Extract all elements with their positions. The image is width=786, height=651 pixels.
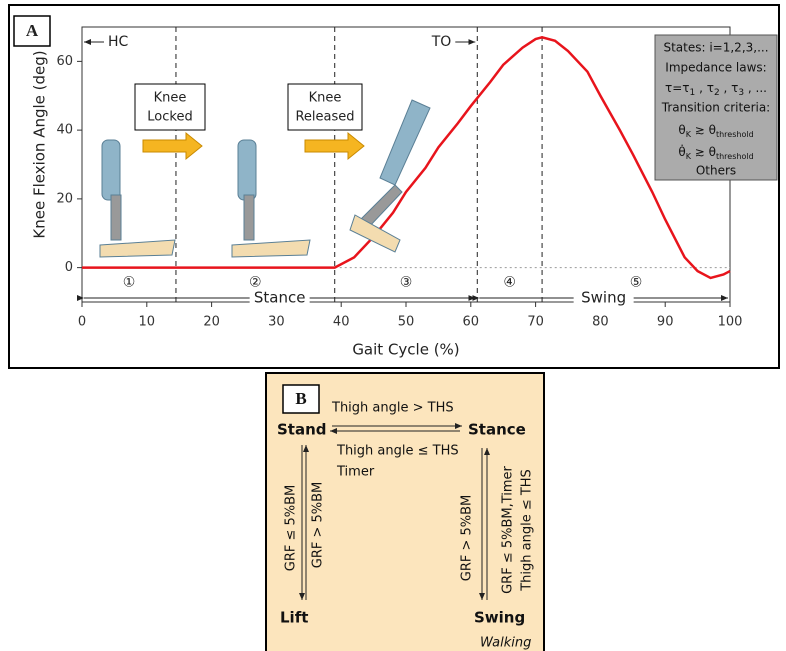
annotation-text: Locked xyxy=(147,110,192,125)
x-tick-label: 70 xyxy=(527,315,544,330)
info-text: , ... xyxy=(744,81,767,95)
panel-label-box xyxy=(13,15,51,47)
info-text: τ=τ xyxy=(665,81,690,95)
period-label-bg xyxy=(573,289,634,307)
annotation: Knee Locked Knee Released xyxy=(134,83,365,161)
data-line xyxy=(82,36,731,280)
panel-label: B xyxy=(295,389,306,408)
period-label-bg xyxy=(249,289,310,307)
state: Stance xyxy=(468,421,526,439)
annotation-text: Knee xyxy=(154,91,187,106)
x-tick-label: 50 xyxy=(398,315,415,330)
phase-number: ① xyxy=(123,275,136,291)
transition-label: GRF > 5%BM xyxy=(460,495,475,582)
y-tick-label: 40 xyxy=(56,123,73,138)
info-sub: K xyxy=(686,152,692,161)
x-tick-label: 40 xyxy=(333,315,350,330)
info-sub: threshold xyxy=(716,152,754,161)
info-text: , τ xyxy=(720,81,739,95)
state: Lift xyxy=(280,609,308,627)
transition-label: Timer xyxy=(336,465,375,480)
y-tick-label: 20 xyxy=(56,191,73,206)
info-text: τ=τ1 , τ2 , τ3 , ... xyxy=(665,81,767,98)
event-label: HC xyxy=(108,34,129,50)
phase-number: ④ xyxy=(503,275,516,291)
info-text: θ̇K ≳ θthreshold xyxy=(678,143,753,160)
plot: 0 20 40 60 0 10 20 30 40 50 60 70 80 90 100 Gait Cycle … xyxy=(31,26,743,359)
info-sub: threshold xyxy=(716,130,754,139)
info-sub: K xyxy=(686,130,692,139)
info-text: θ xyxy=(678,123,685,137)
annotation-text: Knee xyxy=(309,91,342,106)
x-axis-label: Gait Cycle (%) xyxy=(352,341,459,359)
panel-label: A xyxy=(26,21,39,40)
info-text: θK ≳ θthreshold xyxy=(678,123,753,139)
x-tick-label: 100 xyxy=(718,315,743,330)
transition-label: Thigh angle > THS xyxy=(331,401,454,416)
transition-arrow xyxy=(299,423,490,600)
annotation-text: Released xyxy=(295,110,354,125)
x-tick-label: 30 xyxy=(268,315,285,330)
state: Stand xyxy=(277,421,327,439)
info-box: States: i=1,2,3,... Impedance laws: τ=τ1… xyxy=(654,34,778,181)
transition-label: Thigh angle ≤ THS xyxy=(520,469,535,592)
info-text: States: i=1,2,3,... xyxy=(663,41,768,55)
info-sub: 3 xyxy=(738,88,744,98)
info-sub: 1 xyxy=(690,88,696,98)
mode-label: Walking xyxy=(480,636,531,651)
panel-label-box xyxy=(282,384,320,414)
x-tick-label: 80 xyxy=(592,315,609,330)
event-label: TO xyxy=(431,34,452,50)
x-tick-label: 90 xyxy=(657,315,674,330)
transition-label: GRF ≤ 5%BM xyxy=(284,485,299,572)
transition-label: Thigh angle ≤ THS xyxy=(336,444,459,459)
phase-number: ③ xyxy=(400,275,413,291)
info-text: ≳ θ xyxy=(691,123,716,137)
x-tick-label: 10 xyxy=(139,315,156,330)
info-text: Transition criteria: xyxy=(661,101,770,115)
info-text: Others xyxy=(696,164,736,178)
period-label: Stance xyxy=(254,289,306,307)
transition-label: GRF > 5%BM xyxy=(311,482,326,569)
state: Swing xyxy=(474,609,525,627)
info-text: Impedance laws: xyxy=(665,61,766,75)
x-tick-label: 0 xyxy=(78,315,86,330)
y-tick-label: 0 xyxy=(65,260,73,275)
phase-number: ⑤ xyxy=(630,275,643,291)
x-tick-label: 60 xyxy=(463,315,480,330)
y-tick-label: 60 xyxy=(56,54,73,69)
info-sub: 2 xyxy=(714,88,720,98)
info-text: θ̇ xyxy=(678,143,685,158)
info-text: ≳ θ xyxy=(691,145,716,159)
period-label: Swing xyxy=(581,289,626,307)
prosthesis-illustration xyxy=(99,99,431,258)
phase-number: ② xyxy=(249,275,262,291)
info-text: , τ xyxy=(695,81,714,95)
transition-label: GRF ≤ 5%BM,Timer xyxy=(501,465,516,593)
state-machine: B Stand Stance Lift Swing Walking Thigh … xyxy=(265,372,545,651)
y-axis-label: Knee Flexion Angle (deg) xyxy=(31,50,49,238)
panel-b-frame xyxy=(265,372,545,651)
x-tick-label: 20 xyxy=(203,315,220,330)
